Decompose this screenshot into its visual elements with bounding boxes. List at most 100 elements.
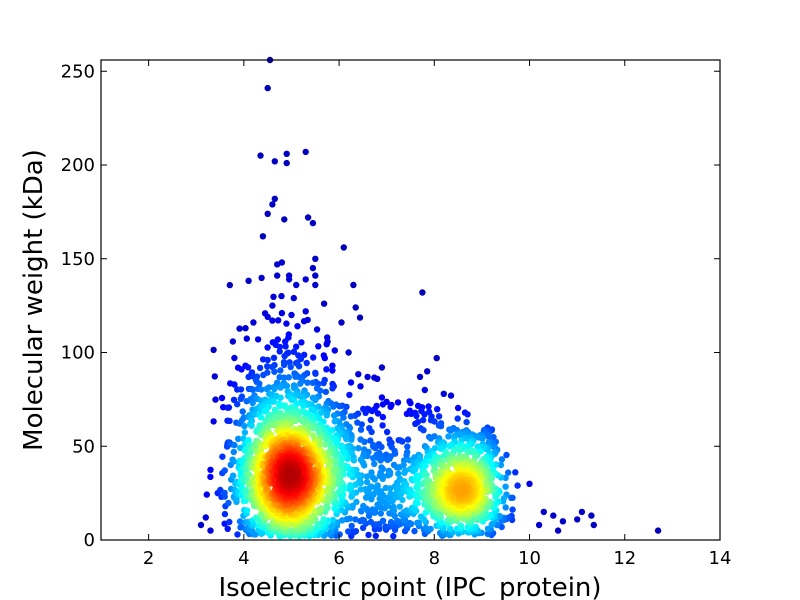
data-point	[498, 456, 506, 463]
data-point	[412, 466, 419, 473]
data-point	[264, 344, 271, 351]
data-point	[207, 473, 214, 481]
plot-frame	[100, 59, 721, 541]
data-point	[380, 492, 387, 499]
data-point	[304, 379, 311, 386]
data-point	[235, 435, 242, 442]
data-point	[343, 435, 350, 443]
data-point	[330, 412, 338, 419]
data-point	[257, 152, 264, 159]
data-point	[263, 406, 270, 414]
data-point	[588, 512, 595, 519]
data-point	[281, 352, 288, 360]
data-point	[484, 525, 492, 532]
y-tick-label: 250	[61, 61, 95, 82]
data-point	[357, 436, 364, 443]
data-point	[285, 374, 292, 381]
data-point	[203, 491, 210, 498]
data-point	[250, 319, 257, 326]
data-point	[210, 418, 217, 425]
data-point	[357, 486, 364, 493]
data-point	[379, 401, 387, 408]
data-point	[320, 516, 327, 523]
data-point	[241, 422, 248, 430]
data-point	[343, 421, 350, 428]
data-point	[370, 443, 377, 450]
data-point	[264, 356, 271, 364]
data-point	[260, 371, 267, 379]
data-point	[290, 294, 297, 302]
data-point	[263, 442, 270, 449]
data-point	[302, 276, 309, 283]
data-point	[379, 475, 386, 482]
data-point	[404, 436, 412, 443]
data-point	[293, 281, 300, 289]
data-point	[207, 527, 214, 534]
data-point	[475, 434, 482, 441]
data-point	[219, 453, 226, 460]
data-point	[242, 487, 250, 494]
data-point	[535, 521, 543, 529]
data-point	[276, 343, 283, 351]
data-point	[394, 517, 401, 524]
data-point	[364, 373, 371, 381]
data-point	[212, 396, 219, 403]
data-point	[355, 371, 362, 378]
data-point	[394, 399, 402, 406]
data-point	[345, 349, 352, 356]
data-point	[312, 281, 319, 289]
data-point	[384, 456, 391, 464]
data-point	[274, 261, 281, 268]
data-point	[376, 525, 383, 533]
data-point	[485, 439, 492, 446]
x-axis-ticks: 2 4 6 8 10 12 14	[143, 60, 731, 569]
data-point	[447, 427, 454, 434]
data-point	[269, 201, 276, 208]
data-point	[238, 393, 246, 400]
data-point	[315, 415, 323, 422]
data-point	[509, 506, 516, 513]
data-point	[202, 514, 209, 521]
data-point	[387, 403, 394, 410]
data-point	[411, 527, 418, 535]
data-point	[280, 361, 288, 369]
data-point	[229, 472, 237, 479]
data-point	[363, 478, 371, 486]
data-point	[330, 468, 337, 475]
data-point	[437, 422, 445, 430]
data-point	[417, 513, 425, 520]
data-point	[286, 472, 293, 480]
data-point	[447, 392, 455, 399]
data-point	[231, 354, 238, 362]
data-point	[458, 488, 466, 495]
data-point	[313, 326, 321, 333]
data-point	[484, 530, 491, 538]
data-point	[372, 532, 379, 540]
data-point	[378, 394, 386, 401]
data-point	[315, 343, 322, 350]
data-point	[226, 281, 233, 289]
data-point	[456, 446, 463, 454]
data-point	[486, 434, 493, 441]
data-point	[463, 418, 470, 426]
data-point	[300, 318, 308, 325]
data-point	[274, 272, 281, 279]
data-point	[431, 418, 438, 425]
data-point	[379, 517, 387, 524]
data-point	[390, 532, 397, 540]
data-point	[264, 210, 271, 217]
data-point	[421, 411, 428, 418]
data-point	[454, 404, 462, 412]
data-point	[234, 401, 241, 408]
data-point	[277, 394, 284, 401]
data-point	[303, 359, 310, 367]
y-tick-label: 50	[72, 436, 95, 457]
data-point	[243, 507, 251, 514]
data-point	[379, 422, 386, 429]
data-point	[283, 382, 291, 390]
data-point	[369, 474, 376, 481]
x-tick-label: 4	[238, 548, 249, 569]
data-point	[330, 403, 337, 410]
data-point	[578, 508, 586, 516]
data-point	[370, 455, 377, 462]
